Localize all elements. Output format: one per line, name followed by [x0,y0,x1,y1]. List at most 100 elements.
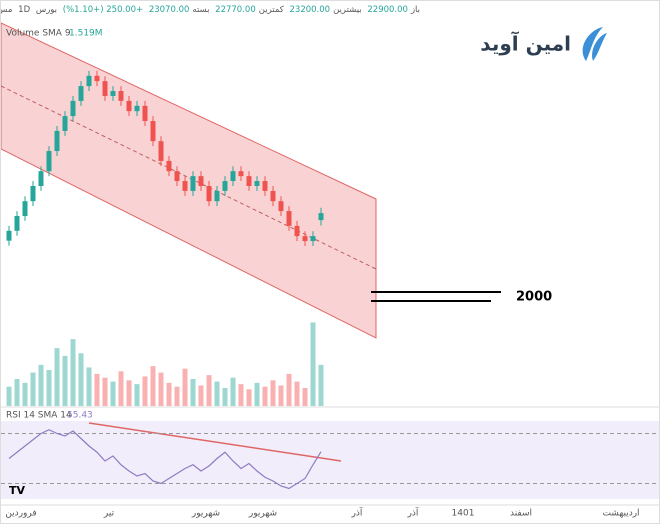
candle-body [22,201,28,216]
volume-bar [54,348,60,406]
volume-bar [294,381,300,406]
candle-body [118,91,124,101]
candle-body [262,181,268,191]
change: +250.00 (+1.10%) [62,5,144,15]
x-tick-label: تیر [103,509,115,519]
candle-body [158,141,164,161]
volume-bar [174,386,180,406]
candle-body [310,236,316,242]
candle-body [238,171,244,177]
volume-bar [286,373,292,406]
x-tick-label: 1401 [452,509,475,519]
volume-bar [214,381,220,406]
symbol: مس شهیدباهنر [1,5,13,15]
volume-bar [302,388,308,406]
volume-bar [310,322,316,406]
header: باز22900.00 بیشترین23200.00 کمترین22770.… [1,5,420,15]
volume-bar [222,388,228,406]
volume-bar [198,385,204,406]
x-tick-label: اسفند [510,509,532,519]
rsi-trendline [88,422,342,462]
candle-body [142,105,148,122]
volume-label: Volume SMA 9 [6,29,71,39]
volume-bar [158,372,164,406]
tv-mark: TV [9,484,26,497]
volume-bar [46,370,52,406]
candle-body [102,81,108,96]
candle-body [94,75,100,82]
candle-body [150,121,156,142]
volume-bar [70,339,76,406]
candle-body [110,91,116,96]
open-label: باز [410,5,420,15]
open: 22900.00 [367,5,408,15]
candle-body [230,171,236,182]
volume-value: 1.519M [69,29,103,39]
candle-body [46,151,52,172]
candle-body [134,105,140,112]
rsi-value: 55.43 [67,411,93,421]
x-tick-label: شهریور [191,509,220,519]
candle-body [270,190,276,202]
volume-bar [142,376,148,406]
candle-body [70,100,76,117]
exchange: بورس [35,5,58,15]
candle-body [222,181,228,191]
candle-body [286,211,292,226]
x-tick-label: آذر [407,507,419,519]
volume-bar [6,386,12,406]
candle-body [246,176,252,186]
candle-body [6,230,12,241]
candle-body [318,213,324,221]
annotation: 2000 [516,290,552,305]
volume-bar [278,385,284,406]
high-label: بیشترین [333,5,362,15]
x-tick-label: شهریور [248,509,277,519]
candle-body [198,176,204,186]
close-label: بسته [192,5,210,15]
volume-bar [102,377,108,406]
volume-bar [230,377,236,406]
close: 23070.00 [148,5,190,15]
candle-body [14,216,20,231]
volume-bar [118,371,124,406]
candle-body [294,225,300,237]
low: 22770.00 [215,5,256,15]
volume-bar [62,355,68,406]
candle-body [206,185,212,202]
volume-bar [134,384,140,406]
logo-icon [582,27,607,61]
volume-bar [270,380,276,406]
candle-body [174,171,180,182]
volume-bar [86,367,92,406]
rsi-label: RSI 14 SMA 14 [6,411,72,421]
volume-bar [182,368,188,406]
candle-body [54,130,60,152]
volume-bar [254,382,260,406]
volume-bar [14,379,20,406]
candle-body [86,75,92,87]
logo-text: امین آوید [480,31,571,56]
volume-bar [38,364,44,406]
volume-bar [318,364,324,406]
rsi-line [8,429,322,490]
x-tick-label: فروردین [5,509,36,519]
high: 23200.00 [289,5,331,15]
volume-bar [126,380,132,406]
low-label: کمترین [258,5,284,15]
volume-bar [238,384,244,406]
interval: 1D [18,5,31,15]
volume-bar [78,353,84,406]
volume-bar [22,382,28,406]
candle-body [78,86,84,101]
volume-bar [150,366,156,406]
volume-bar [110,381,116,406]
candle-body [126,100,132,112]
candle-body [62,116,68,131]
candle-body [254,181,260,186]
candle-body [166,160,172,172]
volume-bar [166,382,172,406]
volume-bar [190,379,196,406]
